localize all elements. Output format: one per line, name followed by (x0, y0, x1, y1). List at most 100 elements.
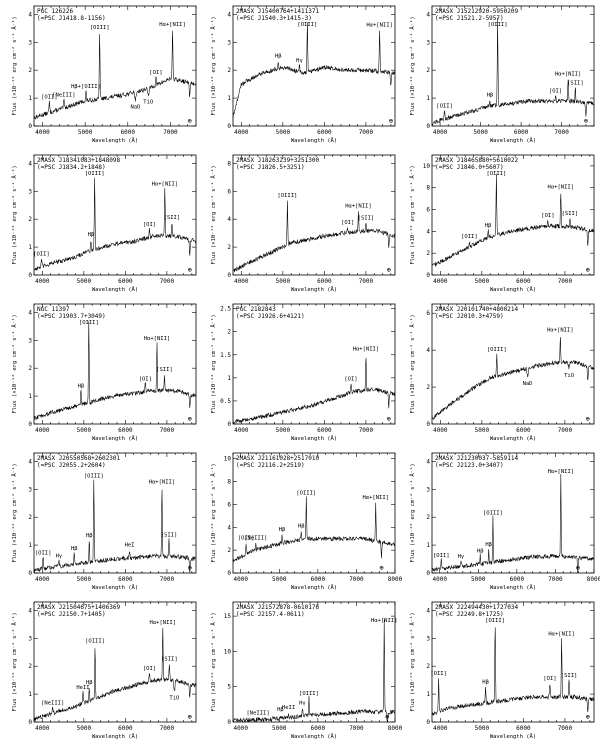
x-tick-label: 4000 (234, 278, 249, 285)
telluric-symbol: ⊕ (586, 266, 591, 274)
telluric-symbol: ⊕ (385, 713, 390, 721)
emission-line-label: Hα+[NII] (159, 22, 186, 28)
x-tick-label: 4000 (233, 725, 248, 732)
emission-line-label: Hβ (477, 549, 484, 555)
emission-line-label: [SII] (164, 215, 181, 221)
x-tick-label: 4000 (35, 129, 50, 136)
x-tick-label: 6000 (317, 278, 332, 285)
emission-line-label: [OIII] (79, 320, 99, 326)
y-tick-label: 1 (28, 244, 32, 251)
x-tick-label: 7000 (160, 725, 175, 732)
emission-line-label: Hβ (71, 546, 78, 552)
emission-line-label: [OI] (341, 220, 354, 226)
x-tick-label: 7000 (558, 725, 573, 732)
emission-line-label: [OIII] (485, 618, 505, 624)
emission-line-label: Hα+[NII] (366, 23, 393, 29)
y-tick-label: 1 (426, 542, 430, 549)
y-tick-label: 4 (227, 216, 231, 223)
telluric-symbol: ⊕ (586, 415, 591, 423)
y-tick-label: 0 (426, 421, 430, 428)
y-tick-label: 1 (426, 95, 430, 102)
plot-frame (431, 5, 595, 127)
y-tick-label: 0 (426, 272, 430, 279)
telluric-symbol: ⊕ (188, 713, 193, 721)
y-tick-label: 3 (28, 486, 32, 493)
y-tick-label: 3 (28, 635, 32, 642)
spectrum-plot: 4000 5000 6000 7000 0 1 2 3 4 Wavelength (Å) Flux … (11, 452, 197, 591)
y-axis-title: Flux (×10⁻¹⁶ erg cm⁻² s⁻¹ Å⁻¹) (409, 612, 416, 711)
spectrum-plot: 4000 5000 6000 7000 0 2 4 6 8 10 Wavelength (Å) Flu… (409, 154, 595, 293)
emission-line-label: Hα+[NII] (548, 184, 575, 190)
y-tick-label: 3 (426, 39, 430, 46)
y-tick-label: 0 (227, 421, 231, 428)
y-tick-label: 1 (227, 95, 231, 102)
object-alias: (=PSC J1826.5+3251) (236, 164, 305, 171)
spectrum-plot: 4000 5000 6000 7000 0 1 2 3 4 Wavelength (Å) Flux … (11, 5, 197, 144)
y-tick-label: 4 (227, 524, 231, 531)
emission-line-label: Hα+[NII] (548, 631, 575, 637)
x-tick-label: 5000 (77, 725, 92, 732)
telluric-symbol: ⊕ (586, 713, 591, 721)
x-tick-label: 5000 (473, 129, 488, 136)
plot-frame (232, 154, 396, 276)
emission-line-label: Hα+[NII] (548, 469, 575, 475)
emission-line-label: Hα+[NII] (353, 346, 380, 352)
x-tick-label: 6000 (516, 725, 531, 732)
x-tick-label: 6000 (317, 427, 332, 434)
plot-frame (431, 303, 595, 425)
telluric-symbol: ⊕ (389, 117, 394, 125)
emission-line-label: [NeIII] (52, 92, 75, 98)
spectrum-line (33, 479, 197, 574)
object-alias: (=PSC J2055.2+2604) (37, 462, 106, 469)
spectrum-panel: 4000 5000 6000 7000 0 2 4 6 Wavelength (Å) Flux (… (406, 300, 600, 448)
plot-frame (33, 452, 197, 574)
emission-line-label: [SII] (156, 367, 173, 373)
emission-line-label: [OII] (433, 553, 450, 559)
y-tick-label: 3 (426, 486, 430, 493)
spectrum-line (232, 357, 396, 424)
object-alias: (=PSC J2010.3+4759) (435, 313, 504, 320)
y-tick-label: 4 (28, 11, 32, 18)
emission-line-label: Hβ (277, 707, 284, 713)
y-tick-label: 2 (28, 67, 32, 74)
y-axis-title: Flux (×10⁻¹⁶ erg cm⁻² s⁻¹ Å⁻¹) (210, 16, 217, 115)
x-tick-label: 7000 (163, 129, 178, 136)
spectrum-panel: 4000 5000 6000 7000 0 2 4 6 8 Wavelength (Å) Flux … (207, 151, 401, 299)
object-alias: (=PSC J2116.2+2519) (236, 462, 305, 469)
y-axis-title: Flux (×10⁻¹⁶ erg cm⁻² s⁻¹ Å⁻¹) (11, 612, 18, 711)
x-tick-label: 4000 (35, 576, 50, 583)
emission-line-label: Hβ (275, 53, 282, 59)
emission-line-label: Hβ (487, 92, 494, 98)
x-tick-label: 7000 (160, 576, 175, 583)
object-name: 2MASX J22494430+1727034 (435, 604, 518, 611)
y-tick-label: 1 (28, 95, 32, 102)
object-alias: (=PSC J1418.8-1156) (37, 15, 106, 22)
object-alias: (=PSC J1926.6+4121) (236, 313, 305, 320)
y-tick-label: 2.5 (220, 306, 231, 313)
x-tick-label: 4000 (35, 278, 50, 285)
y-tick-label: 2 (227, 67, 231, 74)
spectrum-plot: 4000 5000 6000 7000 0 1 2 3 4 Wavelength (Å) Flux … (210, 5, 396, 144)
y-tick-label: 0 (426, 123, 430, 130)
y-tick-label: 0 (28, 421, 32, 428)
x-tick-label: 7000 (349, 725, 364, 732)
object-name: 2MASX J21504675+1406369 (37, 604, 120, 611)
x-tick-label: 4000 (234, 427, 249, 434)
emission-line-label: [OII] (35, 551, 52, 557)
x-tick-label: 8000 (587, 576, 600, 583)
y-tick-label: 5 (227, 684, 231, 691)
absorption-line-label: NaD (523, 381, 533, 387)
emission-line-label: [OIII] (487, 347, 507, 353)
spectrum-plot: 4000 5000 6000 7000 8000 0 1 2 3 4 Wavelength (Å) F… (409, 452, 600, 591)
y-axis-title: Flux (×10⁻¹⁶ erg cm⁻² s⁻¹ Å⁻¹) (210, 612, 217, 711)
emission-line-label: Hγ (458, 554, 465, 560)
spectrum-plot: 4000 5000 6000 7000 0 2 4 6 8 Wavelength (Å) Flux … (210, 154, 396, 293)
spectrum-line (232, 200, 396, 273)
x-tick-label: 4000 (433, 278, 448, 285)
y-tick-label: 0 (28, 123, 32, 130)
emission-line-label: [NeIII] (246, 710, 269, 716)
y-axis-title: Flux (×10⁻¹⁶ erg cm⁻² s⁻¹ Å⁻¹) (409, 165, 416, 264)
emission-line-label: Hγ (299, 701, 306, 707)
y-axis-title: Flux (×10⁻¹⁶ erg cm⁻² s⁻¹ Å⁻¹) (210, 314, 217, 413)
x-axis-title: Wavelength (Å) (291, 286, 337, 293)
